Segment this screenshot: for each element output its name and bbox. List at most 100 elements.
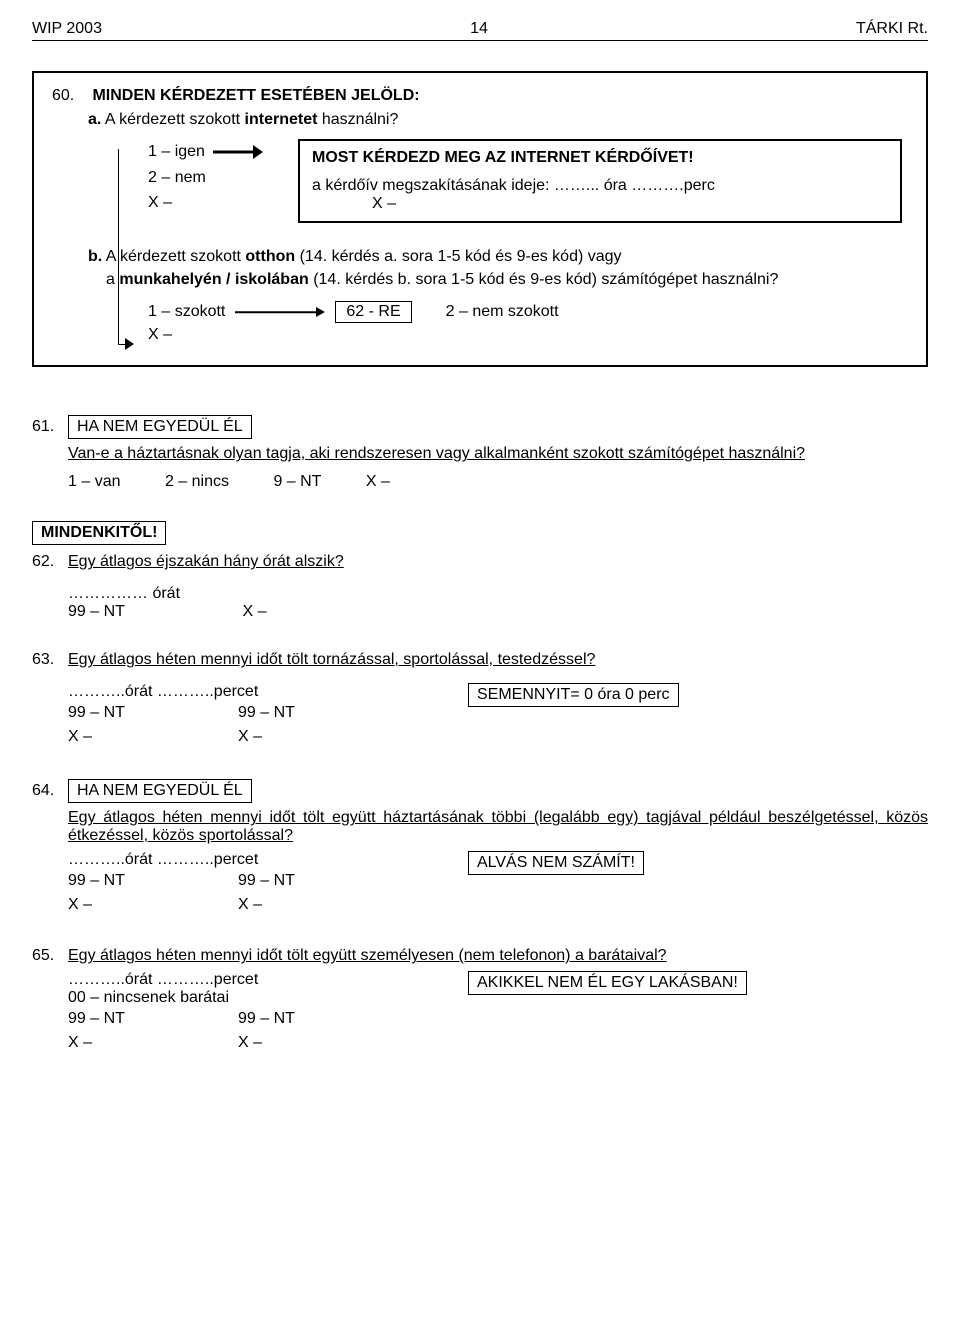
q64-number: 64. xyxy=(32,782,68,800)
q61-block: 61. HA NEM EGYEDÜL ÉL Van-e a háztartásn… xyxy=(32,415,928,491)
q60a-nem: 2 – nem xyxy=(148,165,268,191)
q65-number: 65. xyxy=(32,947,68,965)
q62-number: 62. xyxy=(32,553,68,571)
q64-nt2: 99 – NT xyxy=(238,869,408,893)
q64-x2: X – xyxy=(238,893,408,917)
header-right: TÁRKI Rt. xyxy=(856,20,928,38)
q60-number: 60. xyxy=(52,87,88,105)
inner-line2: a kérdőív megszakításának ideje: ……... ó… xyxy=(312,177,888,195)
page-header: WIP 2003 14 TÁRKI Rt. xyxy=(32,20,928,41)
q60-box: 60. MINDEN KÉRDEZETT ESETÉBEN JELÖLD: a.… xyxy=(32,71,928,367)
q60-inner-box: MOST KÉRDEZD MEG AZ INTERNET KÉRDŐÍVET! … xyxy=(298,139,902,223)
q62-line: 62. Egy átlagos éjszakán hány órát alszi… xyxy=(32,553,928,571)
q60a-pre: A kérdezett szokott xyxy=(105,111,245,128)
q65-box: AKIKKEL NEM ÉL EGY LAKÁSBAN! xyxy=(468,971,747,995)
inner-line3: X – xyxy=(372,195,888,213)
q63-nt-col: 99 – NT X – xyxy=(68,701,238,749)
q63-number: 63. xyxy=(32,651,68,669)
q62-block: 62. Egy átlagos éjszakán hány órát alszi… xyxy=(32,553,928,621)
q63-fill: ………..órát ………..percet xyxy=(68,683,408,701)
q60b-t2: (14. kérdés a. sora 1-5 kód és 9-es kód)… xyxy=(295,248,621,265)
q62-ntx: 99 – NT X – xyxy=(68,603,928,621)
q65-fill: ………..órát ………..percet xyxy=(68,971,408,989)
q60a-row: 1 – igen 2 – nem X – MOST KÉRDEZD MEG AZ… xyxy=(52,139,908,223)
q60b-szokott: 1 – szokott xyxy=(148,303,225,321)
q64-fill: ………..órát ………..percet xyxy=(68,851,408,869)
q60a-igen-row: 1 – igen xyxy=(148,139,268,165)
thin-arrow-icon xyxy=(235,307,325,317)
q60a-opts: 1 – igen 2 – nem X – xyxy=(148,139,268,216)
q61-text: Van-e a háztartásnak olyan tagja, aki re… xyxy=(68,445,928,463)
q65-block: 65. Egy átlagos héten mennyi időt tölt e… xyxy=(32,947,928,1055)
q65-text: Egy átlagos héten mennyi időt tölt együt… xyxy=(68,947,667,965)
q60-title: MINDEN KÉRDEZETT ESETÉBEN JELÖLD: xyxy=(92,87,419,104)
q62-fill: …………… órát xyxy=(68,585,928,603)
q65-x2: X – xyxy=(238,1031,408,1055)
q63-row: ………..órát ………..percet 99 – NT X – 99 – N… xyxy=(68,683,928,749)
q60b-t4: (14. kérdés b. sora 1-5 kód és 9-es kód)… xyxy=(309,271,779,288)
q64-ntx: 99 – NT X – 99 – NT X – xyxy=(68,869,408,917)
q64-row: ………..órát ………..percet 99 – NT X – 99 – N… xyxy=(68,851,928,917)
q64-nt-col2: 99 – NT X – xyxy=(238,869,408,917)
q65-line: 65. Egy átlagos héten mennyi időt tölt e… xyxy=(32,947,928,965)
q63-nt2: 99 – NT xyxy=(238,701,408,725)
q63-left: ………..órát ………..percet 99 – NT X – 99 – N… xyxy=(68,683,408,749)
header-left: WIP 2003 xyxy=(32,20,102,38)
q65-nt: 99 – NT xyxy=(68,1007,238,1031)
q65-nt-col: 99 – NT X – xyxy=(68,1007,238,1055)
q60b-opts-row: 1 – szokott 62 - RE 2 – nem szokott xyxy=(148,301,908,323)
q65-nt-col2: 99 – NT X – xyxy=(238,1007,408,1055)
q61-cond: HA NEM EGYEDÜL ÉL xyxy=(68,415,252,439)
q63-block: 63. Egy átlagos héten mennyi időt tölt t… xyxy=(32,651,928,749)
q64-x1: X – xyxy=(68,893,238,917)
q63-text: Egy átlagos héten mennyi időt tölt torná… xyxy=(68,651,595,669)
q64-cond: HA NEM EGYEDÜL ÉL xyxy=(68,779,252,803)
q61-x: X – xyxy=(366,473,390,490)
q64-nt: 99 – NT xyxy=(68,869,238,893)
q60a-igen: 1 – igen xyxy=(148,139,205,165)
mindenkitol-box: MINDENKITŐL! xyxy=(32,521,166,545)
q63-nt-col2: 99 – NT X – xyxy=(238,701,408,749)
q60b-b2: munkahelyén / iskolában xyxy=(119,271,308,288)
q60a-bold: internetet xyxy=(245,111,318,128)
q65-nt2: 99 – NT xyxy=(238,1007,408,1031)
q65-row: ………..órát ………..percet 00 – nincsenek bar… xyxy=(68,971,928,1055)
q61-nt: 9 – NT xyxy=(273,473,321,490)
q64-text: Egy átlagos héten mennyi időt tölt együt… xyxy=(68,809,928,845)
q60a-post: használni? xyxy=(317,111,398,128)
connector-arrow xyxy=(118,149,132,345)
q65-boxwrap: AKIKKEL NEM ÉL EGY LAKÁSBAN! xyxy=(468,971,747,995)
q60b-b1: otthon xyxy=(245,248,295,265)
header-center: 14 xyxy=(470,20,488,38)
q65-x1: X – xyxy=(68,1031,238,1055)
inner-line1: MOST KÉRDEZD MEG AZ INTERNET KÉRDŐÍVET! xyxy=(312,149,888,167)
q64-boxwrap: ALVÁS NEM SZÁMÍT! xyxy=(468,851,644,875)
q63-boxwrap: SEMENNYIT= 0 óra 0 perc xyxy=(468,683,679,707)
q63-x1: X – xyxy=(68,725,238,749)
q64-nt-col: 99 – NT X – xyxy=(68,869,238,917)
q64-line1: 64. HA NEM EGYEDÜL ÉL xyxy=(32,779,928,803)
mindenkitol-block: MINDENKITŐL! xyxy=(32,521,928,545)
q65-ntx: 99 – NT X – 99 – NT X – xyxy=(68,1007,408,1055)
q60b: b. A kérdezett szokott otthon (14. kérdé… xyxy=(88,245,908,291)
arrow-icon xyxy=(213,146,263,158)
q63-ntx: 99 – NT X – 99 – NT X – xyxy=(68,701,408,749)
q60a-line: a. A kérdezett szokott internetet haszná… xyxy=(88,111,908,129)
q61-van: 1 – van xyxy=(68,473,120,490)
q64-left: ………..órát ………..percet 99 – NT X – 99 – N… xyxy=(68,851,408,917)
q60a-letter: a. xyxy=(88,111,101,128)
q63-nt: 99 – NT xyxy=(68,701,238,725)
q60b-nem-szokott: 2 – nem szokott xyxy=(446,303,559,321)
q65-nobar: 00 – nincsenek barátai xyxy=(68,989,408,1007)
q63-x2: X – xyxy=(238,725,408,749)
q61-line1: 61. HA NEM EGYEDÜL ÉL xyxy=(32,415,928,439)
q60-title-line: 60. MINDEN KÉRDEZETT ESETÉBEN JELÖLD: xyxy=(52,87,908,105)
q60b-re-box: 62 - RE xyxy=(335,301,411,323)
q61-opts: 1 – van 2 – nincs 9 – NT X – xyxy=(68,473,928,491)
q63-line: 63. Egy átlagos héten mennyi időt tölt t… xyxy=(32,651,928,669)
q62-text: Egy átlagos éjszakán hány órát alszik? xyxy=(68,553,344,571)
q61-number: 61. xyxy=(32,418,68,436)
q64-box: ALVÁS NEM SZÁMÍT! xyxy=(468,851,644,875)
q63-box: SEMENNYIT= 0 óra 0 perc xyxy=(468,683,679,707)
q60b-letter: b. xyxy=(88,248,102,265)
